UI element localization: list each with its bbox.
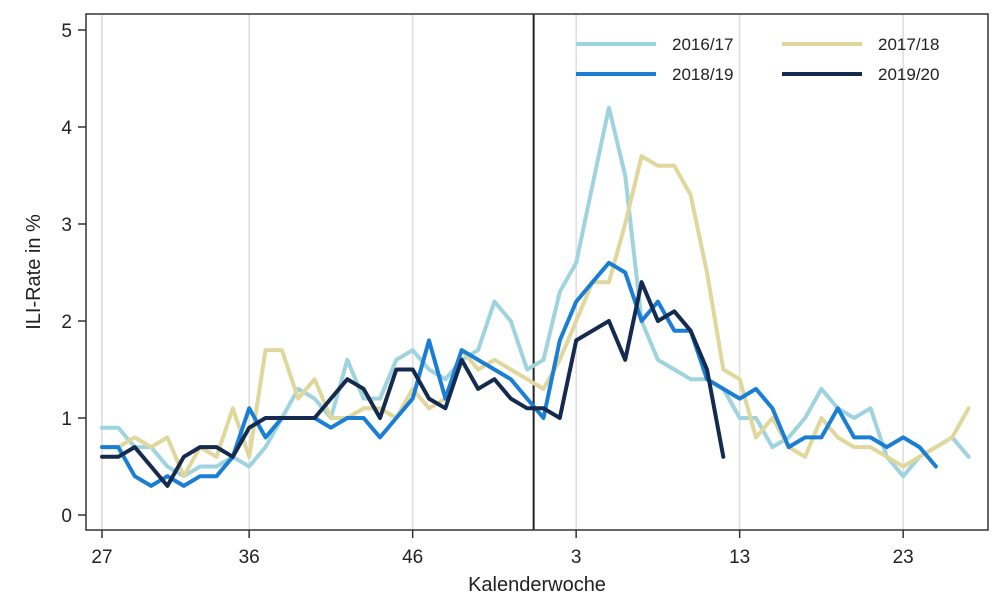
plot-background [86,14,988,530]
y-tick-label: 3 [61,215,72,236]
y-tick-label: 5 [61,21,72,42]
grid-lines [101,14,904,530]
series-lines [100,105,971,488]
y-tick-label: 4 [61,118,72,139]
x-tick-label: 46 [402,547,423,568]
plot-frame [85,13,989,531]
legend-label: 2018/19 [672,65,733,84]
y-tick-label: 0 [61,506,72,527]
y-tick-label: 2 [61,312,72,333]
x-axis-label: Kalenderwoche [468,574,606,596]
x-tick-label: 27 [91,547,112,568]
x-axis-ticks: 27 36 46 3 13 23 [91,530,914,568]
y-axis-label: ILI-Rate in % [23,214,45,330]
x-tick-label: 3 [571,547,582,568]
x-tick-label: 23 [893,547,914,568]
series-line-2017-18 [100,154,971,479]
legend: 2016/17 2017/18 2018/19 2019/20 [576,35,939,84]
legend-label: 2016/17 [672,35,733,54]
series-line-2016-17 [100,105,971,479]
series-line-2018-19 [100,260,938,488]
legend-label: 2017/18 [878,35,939,54]
y-axis-ticks: 0 1 2 3 4 5 [61,21,86,527]
legend-label: 2019/20 [878,65,939,84]
x-tick-label: 13 [729,547,750,568]
y-tick-label: 1 [61,409,72,430]
x-tick-label: 36 [239,547,260,568]
series-line-2019-20 [100,280,726,488]
